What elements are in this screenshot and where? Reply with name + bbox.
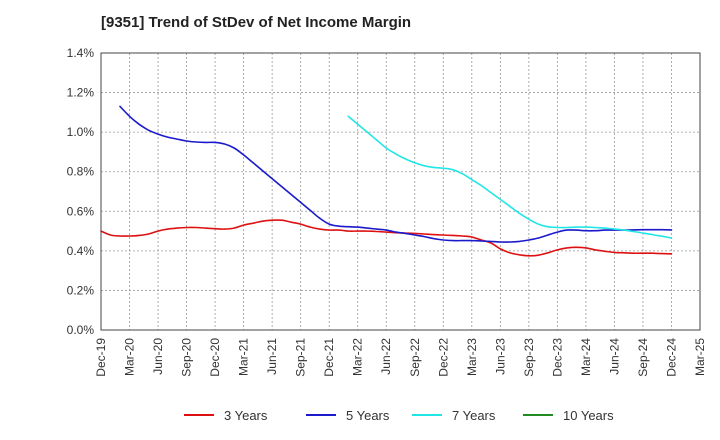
x-tick-label: Mar-23 (465, 338, 479, 376)
legend-item: 7 Years (412, 408, 496, 423)
legend-item: 10 Years (523, 408, 614, 423)
y-tick-label: 0.8% (67, 165, 95, 179)
legend: 3 Years 5 Years 7 Years 10 Years (184, 408, 614, 423)
x-tick-label: Dec-22 (436, 338, 450, 377)
legend-label: 7 Years (452, 408, 496, 423)
series-line-2 (347, 115, 673, 239)
legend-label: 5 Years (346, 408, 390, 423)
x-tick-label: Sep-22 (408, 338, 422, 377)
x-tick-label: Mar-20 (123, 338, 137, 376)
x-tick-label: Sep-23 (522, 338, 536, 377)
x-tick-label: Mar-24 (579, 338, 593, 376)
y-tick-label: 0.0% (67, 323, 95, 337)
x-tick-label: Jun-23 (493, 338, 507, 375)
legend-label: 10 Years (563, 408, 614, 423)
y-tick-label: 1.2% (67, 86, 95, 100)
y-axis-ticks: 0.0% 0.2% 0.4% 0.6% 0.8% 1.0% 1.2% 1.4% (67, 46, 95, 337)
legend-item: 5 Years (306, 408, 390, 423)
x-tick-label: Jun-20 (151, 338, 165, 375)
x-tick-label: Dec-19 (94, 338, 108, 377)
y-tick-label: 1.0% (67, 125, 95, 139)
x-tick-label: Jun-24 (607, 338, 621, 375)
x-tick-label: Mar-25 (693, 338, 707, 376)
y-tick-label: 0.6% (67, 204, 95, 218)
x-tick-label: Dec-23 (550, 338, 564, 377)
x-tick-label: Dec-20 (208, 338, 222, 377)
x-tick-label: Sep-21 (294, 338, 308, 377)
plot-frame (100, 52, 701, 331)
series-line-1 (119, 105, 673, 243)
x-tick-label: Sep-24 (636, 338, 650, 377)
x-tick-label: Jun-22 (379, 338, 393, 375)
x-tick-label: Sep-20 (180, 338, 194, 377)
series-line-0 (100, 219, 673, 257)
chart-title: [9351] Trend of StDev of Net Income Marg… (101, 14, 412, 31)
y-tick-label: 1.4% (67, 46, 95, 60)
x-tick-label: Dec-21 (322, 338, 336, 377)
x-tick-label: Mar-22 (351, 338, 365, 376)
grid-layer (100, 52, 701, 331)
x-tick-label: Dec-24 (664, 338, 678, 377)
legend-label: 3 Years (224, 408, 268, 423)
y-tick-label: 0.4% (67, 244, 95, 258)
series-layer (100, 105, 673, 257)
legend-item: 3 Years (184, 408, 268, 423)
x-tick-label: Jun-21 (265, 338, 279, 375)
x-tick-label: Mar-21 (237, 338, 251, 376)
y-tick-label: 0.2% (67, 283, 95, 297)
x-axis-ticks: Dec-19 Mar-20 Jun-20 Sep-20 Dec-20 Mar-21 Jun-… (94, 338, 707, 377)
